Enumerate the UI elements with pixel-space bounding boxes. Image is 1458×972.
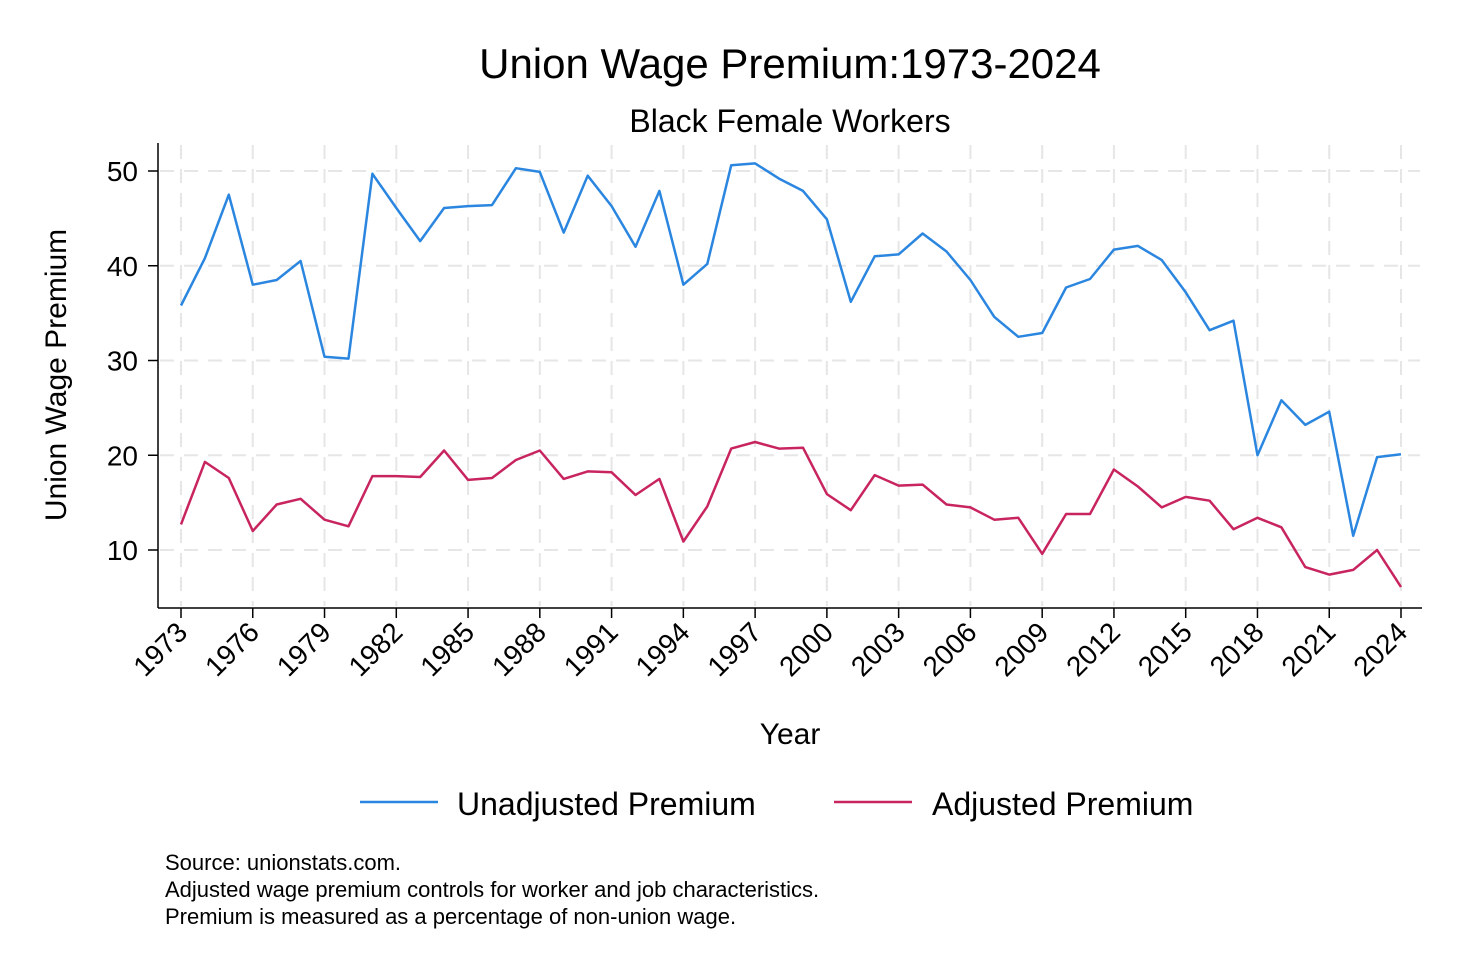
legend-label-adjusted: Adjusted Premium: [932, 786, 1193, 822]
note-premium: Premium is measured as a percentage of n…: [165, 904, 736, 929]
chart-subtitle: Black Female Workers: [629, 103, 950, 139]
notes: Source: unionstats.com. Adjusted wage pr…: [165, 850, 819, 929]
x-tick-label: 1997: [701, 616, 767, 682]
x-tick-label: 1979: [271, 616, 337, 682]
chart-title: Union Wage Premium:1973-2024: [479, 40, 1101, 87]
x-tick-label: 2015: [1132, 616, 1198, 682]
x-tick-label: 2024: [1347, 616, 1413, 682]
x-tick-label: 1982: [343, 616, 409, 682]
x-tick-label: 2018: [1204, 616, 1270, 682]
note-source: Source: unionstats.com.: [165, 850, 401, 875]
legend: Unadjusted Premium Adjusted Premium: [360, 786, 1193, 822]
x-tick-label: 1985: [414, 616, 480, 682]
series-lines: [179, 162, 1403, 588]
x-tick-label: 2021: [1276, 616, 1342, 682]
y-tick-label: 30: [107, 346, 138, 377]
grid: [160, 145, 1420, 606]
y-tick-label: 40: [107, 251, 138, 282]
note-adjusted: Adjusted wage premium controls for worke…: [165, 877, 819, 902]
x-tick-label: 1988: [486, 616, 552, 682]
x-tick-label: 2000: [773, 616, 839, 682]
x-tick-label: 2009: [988, 616, 1054, 682]
legend-label-unadjusted: Unadjusted Premium: [457, 786, 756, 822]
y-tick-label: 10: [107, 535, 138, 566]
x-tick-label: 1994: [630, 616, 696, 682]
x-tick-label: 1991: [558, 616, 624, 682]
series-line-adjusted: [179, 440, 1403, 588]
y-tick-label: 50: [107, 156, 138, 187]
y-axis-title: Union Wage Premium: [40, 229, 73, 521]
x-ticks: 1973 1976 1979 1982 1985 1988 1991 1994 1997 2000…: [127, 608, 1413, 682]
series-line-unadjusted: [179, 162, 1402, 538]
y-ticks: 10 20 30 40 50: [107, 156, 158, 566]
x-tick-label: 1973: [127, 616, 193, 682]
x-tick-label: 2003: [845, 616, 911, 682]
x-tick-label: 2006: [917, 616, 983, 682]
x-tick-label: 1976: [199, 616, 265, 682]
y-tick-label: 20: [107, 440, 138, 471]
x-axis-title: Year: [760, 718, 821, 751]
x-tick-label: 2012: [1060, 616, 1126, 682]
axes: [157, 143, 1422, 609]
